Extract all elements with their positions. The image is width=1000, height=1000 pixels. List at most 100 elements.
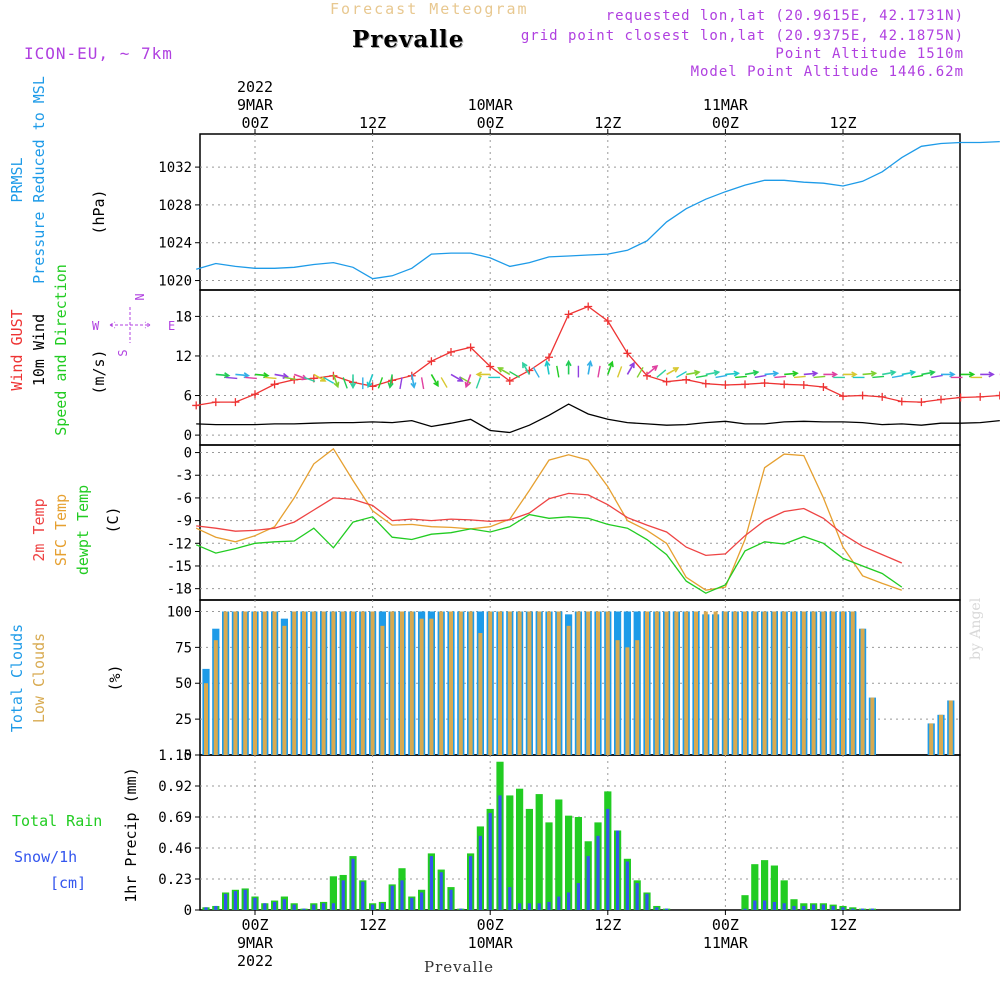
- low-cloud-bar: [743, 611, 747, 755]
- wind-arrow-head: [851, 371, 858, 378]
- bottom-date-label: 9MAR: [237, 934, 274, 952]
- gust-line-point: [897, 397, 906, 406]
- gust-line-point: [368, 382, 377, 391]
- rain-bar: [555, 799, 563, 910]
- low-cloud-bar: [370, 611, 375, 755]
- snow-bar: [331, 903, 335, 910]
- snow-bar: [655, 907, 659, 910]
- y-tick-label: 1032: [158, 160, 192, 176]
- gust-line-point: [564, 310, 573, 319]
- y-tick-label: -15: [167, 559, 192, 575]
- y-tick-label: 18: [175, 309, 192, 325]
- snow-bar: [576, 883, 580, 910]
- wind-arrow: [911, 374, 924, 379]
- wind-arrow-head: [607, 360, 614, 368]
- low-cloud-bar: [821, 611, 826, 755]
- wind-arrow-head: [282, 372, 290, 380]
- wind-arrow: [245, 376, 257, 380]
- low-cloud-bar: [576, 611, 581, 755]
- y-tick-label: 12: [175, 349, 192, 365]
- gust-line-point: [760, 379, 769, 387]
- low-cloud-bar: [302, 611, 306, 755]
- gust-line-point: [584, 302, 593, 311]
- rain-bar: [329, 876, 337, 910]
- snow-bar: [420, 892, 424, 910]
- low-cloud-bar: [762, 611, 767, 755]
- bottom-time-label: 00Z: [241, 916, 268, 934]
- low-cloud-bar: [801, 611, 806, 755]
- gust-line-point: [603, 317, 612, 325]
- wind-arrow: [367, 374, 374, 387]
- low-cloud-bar: [243, 611, 248, 755]
- compass-e: E: [168, 319, 175, 333]
- footer-station: Prevalle: [424, 958, 495, 976]
- snow-bar: [851, 908, 855, 910]
- y-tick-label: 75: [175, 640, 192, 656]
- wind-arrow: [254, 373, 269, 377]
- gust-line-point: [858, 391, 867, 400]
- low-cloud-bar: [400, 611, 404, 755]
- wind-arrow-head: [586, 359, 593, 367]
- snow-bar: [841, 907, 845, 910]
- snow-bar: [243, 889, 247, 910]
- rain-bar: [751, 864, 759, 910]
- wind-label-0: Wind GUST: [8, 309, 26, 390]
- low-cloud-bar: [537, 611, 542, 755]
- temp-label-2: dewpt Temp: [74, 485, 92, 575]
- snow-bar: [537, 903, 541, 910]
- wind-arrow-head: [333, 381, 340, 389]
- cloud-label-0: Total Clouds: [8, 624, 26, 732]
- wind-arrow-head: [694, 369, 701, 376]
- bottom-date-label: 11MAR: [703, 934, 749, 952]
- top-time-label: 12Z: [829, 114, 856, 132]
- low-cloud-bar: [615, 640, 620, 755]
- panel-frame-1: [199, 133, 961, 291]
- gust-line-point: [682, 375, 691, 384]
- gust-line-point: [545, 353, 553, 362]
- gust-line-point: [780, 380, 789, 389]
- wind-arrow: [274, 373, 288, 378]
- wind-arrow: [303, 376, 316, 383]
- low-cloud-bar: [605, 611, 610, 755]
- low-cloud-bar: [733, 611, 738, 755]
- low-cloud-bar: [792, 611, 796, 755]
- gust-line-point: [937, 395, 945, 404]
- low-cloud-bar: [449, 611, 453, 755]
- low-cloud-bar: [233, 611, 238, 755]
- wind-arrow: [532, 366, 540, 378]
- snow-bar: [312, 904, 316, 910]
- low-cloud-bar: [429, 618, 434, 755]
- snow-bar: [596, 835, 600, 910]
- wind-arrow-head: [909, 369, 917, 376]
- wind-arrow: [450, 373, 463, 382]
- snow-bar: [371, 904, 375, 910]
- wind-arrow-head: [949, 371, 956, 378]
- snow-label: Snow/1h: [14, 848, 77, 866]
- snow-bar: [547, 901, 551, 910]
- top-year-label: 2022: [237, 78, 273, 96]
- dewpt-line: [195, 513, 903, 594]
- wind-arrow-head: [464, 381, 471, 389]
- rain-bar: [574, 817, 582, 910]
- rain-bar: [565, 815, 573, 910]
- point-altitude: Point Altitude 1510m: [775, 46, 964, 62]
- low-cloud-bar: [498, 611, 502, 755]
- y-tick-label: -6: [175, 491, 192, 507]
- wind-arrow-head: [651, 364, 659, 372]
- y-tick-label: -9: [175, 514, 192, 530]
- wind-arrow: [862, 372, 876, 376]
- wind-arrow: [882, 371, 896, 376]
- low-cloud-bar: [860, 628, 865, 755]
- gust-line-point: [917, 398, 926, 407]
- snow-bar: [204, 907, 208, 910]
- low-cloud-bar: [831, 611, 836, 755]
- gust-line-point: [662, 377, 671, 386]
- low-cloud-bar: [929, 723, 934, 755]
- wind-arrow-head: [522, 361, 528, 369]
- low-cloud-bar: [360, 611, 365, 755]
- model-label: ICON-EU, ~ 7km: [24, 44, 173, 63]
- temp-unit-0: (C): [104, 506, 122, 533]
- wind-arrow-head: [544, 359, 551, 367]
- wind-arrow-head: [387, 382, 394, 389]
- low-cloud-bar: [694, 611, 698, 755]
